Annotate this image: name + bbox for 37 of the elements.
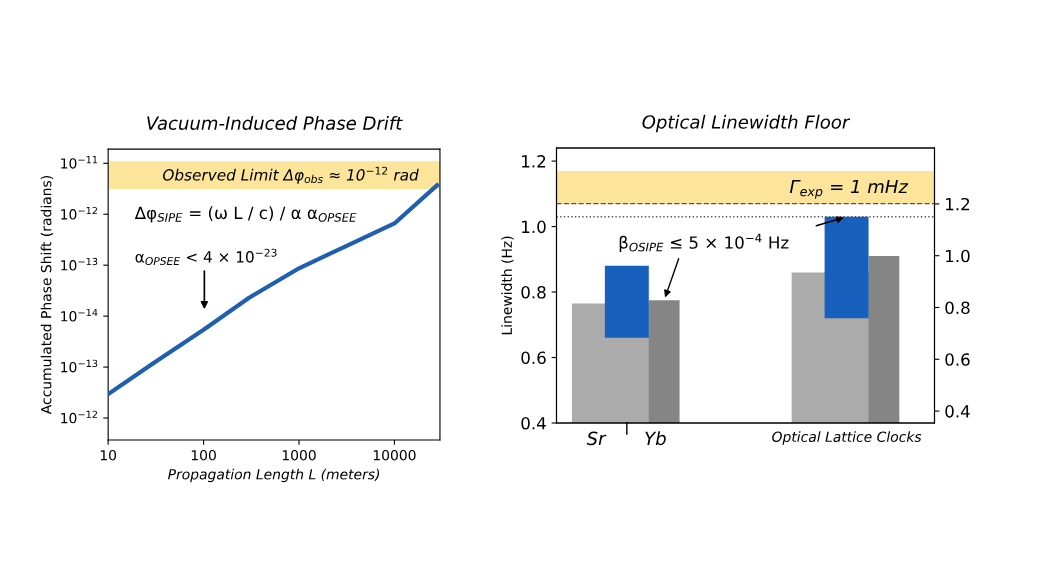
annotation: β$_{OSIPE}$ ≤ 5 × 10$^{−4}$ Hz — [619, 233, 789, 253]
text: Sr — [586, 431, 607, 446]
bar — [604, 265, 649, 338]
y-tick-label: 1.2 — [522, 155, 546, 168]
y-tick-label: 10$^{−12}$ — [61, 410, 98, 424]
annotation: Δφ$_{SIPE}$ = (ω L / c) / α α$_{OPSEE}$ — [134, 206, 357, 223]
y2-tick-label: 1.2 — [946, 197, 970, 211]
y-tick-label: 10$^{−11}$ — [61, 156, 98, 169]
y-tick-label: 10$^{−13}$ — [61, 359, 98, 373]
x-axis-title: Propagation Length L (meters) — [168, 468, 380, 483]
y-tick-label: 1.0 — [522, 220, 546, 234]
y-tick-label: 0.8 — [521, 285, 546, 299]
text: Yb — [645, 431, 666, 446]
x-tick-label: 10 — [100, 449, 117, 461]
chart-title: Optical Linewidth Floor — [642, 114, 851, 133]
x-tick-label: 10000 — [373, 449, 416, 461]
y2-tick-label: 0.4 — [945, 405, 970, 418]
bar — [824, 216, 869, 319]
text: Optical Lattice Clocks — [772, 431, 922, 445]
band-label: Observed Limit Δφ$_{obs}$ ≈ 10$^{−12}$ rad — [162, 166, 419, 184]
band-label: Γ$_{exp}$ = 1 mHz — [789, 179, 909, 199]
x-tick-label: 100 — [191, 449, 216, 461]
y-tick-label: 10$^{−12}$ — [61, 206, 98, 220]
y2-tick-label: 0.6 — [945, 353, 970, 366]
annotation: α$_{OPSEE}$ < 4 × 10$^{−23}$ — [135, 248, 277, 266]
y-tick-label: 10$^{−13}$ — [61, 257, 98, 271]
bar — [648, 300, 680, 423]
y2-tick-label: 1.0 — [946, 249, 970, 263]
y-axis-title: Linewidth (Hz) — [501, 236, 514, 335]
chart-title: Vacuum-Induced Phase Drift — [147, 115, 403, 130]
y-tick-label: 10$^{−14}$ — [61, 308, 98, 322]
y-tick-label: 0.6 — [521, 351, 546, 365]
x-tick-label: 1000 — [282, 449, 316, 461]
bar — [868, 256, 900, 423]
y-tick-label: 0.4 — [521, 416, 546, 430]
y2-tick-label: 0.8 — [945, 301, 970, 315]
y-axis-title: Accumulated Phase Shift (radians) — [40, 176, 54, 415]
